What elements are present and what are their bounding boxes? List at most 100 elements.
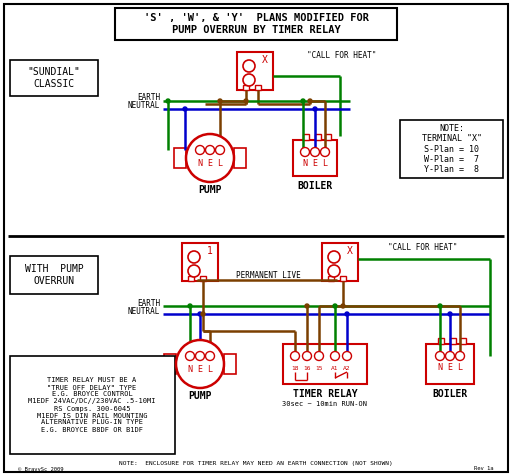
Bar: [10, 256, 98, 294]
Text: WITH  PUMP
OVERRUN: WITH PUMP OVERRUN: [25, 264, 83, 286]
Text: NOTE:
TERMINAL "X"
S-Plan = 10
W-Plan =  7
Y-Plan =  8: NOTE: TERMINAL "X" S-Plan = 10 W-Plan = …: [422, 124, 482, 174]
Circle shape: [303, 351, 311, 360]
Text: NEUTRAL: NEUTRAL: [127, 307, 160, 316]
Text: Rev 1a: Rev 1a: [475, 466, 494, 472]
Circle shape: [243, 74, 255, 86]
Circle shape: [290, 351, 300, 360]
Circle shape: [188, 251, 200, 263]
Circle shape: [328, 251, 340, 263]
Bar: [438, 338, 444, 344]
Circle shape: [301, 99, 305, 103]
Text: PUMP: PUMP: [198, 185, 222, 195]
Circle shape: [243, 60, 255, 72]
Text: E: E: [312, 159, 317, 168]
Text: N: N: [437, 364, 442, 373]
Text: A2: A2: [343, 366, 351, 370]
Circle shape: [188, 304, 192, 308]
Circle shape: [445, 351, 455, 360]
Bar: [328, 276, 334, 281]
Text: N: N: [303, 159, 308, 168]
Bar: [200, 276, 206, 281]
Bar: [322, 243, 358, 281]
Circle shape: [436, 351, 444, 360]
Bar: [293, 140, 337, 176]
Circle shape: [343, 351, 352, 360]
Text: 1: 1: [207, 246, 213, 256]
Bar: [234, 148, 246, 168]
Circle shape: [341, 304, 345, 308]
Circle shape: [244, 99, 248, 103]
Circle shape: [328, 265, 340, 277]
Bar: [224, 354, 236, 374]
Circle shape: [188, 265, 200, 277]
Circle shape: [448, 312, 452, 316]
Circle shape: [331, 351, 339, 360]
Text: "SUNDIAL"
CLASSIC: "SUNDIAL" CLASSIC: [28, 67, 80, 89]
Text: X: X: [347, 246, 353, 256]
Bar: [325, 134, 331, 140]
Circle shape: [321, 148, 330, 157]
Circle shape: [308, 99, 312, 103]
Text: EARTH: EARTH: [137, 93, 160, 102]
Circle shape: [166, 99, 170, 103]
Circle shape: [333, 304, 337, 308]
Bar: [115, 8, 397, 40]
Bar: [10, 60, 98, 96]
Text: TIMER RELAY MUST BE A
"TRUE OFF DELAY" TYPE
E.G. BROYCE CONTROL
M1EDF 24VAC/DC//: TIMER RELAY MUST BE A "TRUE OFF DELAY" T…: [28, 377, 156, 433]
Text: 30sec ~ 10min RUN-ON: 30sec ~ 10min RUN-ON: [283, 401, 368, 407]
Bar: [460, 338, 466, 344]
Text: L: L: [218, 159, 223, 168]
Text: EARTH: EARTH: [137, 298, 160, 307]
Text: NOTE:  ENCLOSURE FOR TIMER RELAY MAY NEED AN EARTH CONNECTION (NOT SHOWN): NOTE: ENCLOSURE FOR TIMER RELAY MAY NEED…: [119, 462, 393, 466]
Text: L: L: [323, 159, 328, 168]
Bar: [340, 276, 346, 281]
Text: 15: 15: [315, 366, 323, 370]
Circle shape: [196, 351, 204, 360]
Circle shape: [205, 351, 215, 360]
Circle shape: [186, 134, 234, 182]
Bar: [450, 338, 456, 344]
Circle shape: [456, 351, 464, 360]
Circle shape: [196, 146, 204, 155]
Text: NEUTRAL: NEUTRAL: [127, 101, 160, 110]
Bar: [303, 134, 309, 140]
Bar: [164, 354, 176, 374]
Circle shape: [313, 107, 317, 111]
Text: 16: 16: [303, 366, 311, 370]
Text: 18: 18: [291, 366, 298, 370]
Bar: [400, 120, 503, 178]
Text: A1: A1: [331, 366, 339, 370]
Circle shape: [345, 312, 349, 316]
Circle shape: [183, 107, 187, 111]
Text: N: N: [198, 159, 203, 168]
Text: BOILER: BOILER: [432, 389, 467, 399]
Circle shape: [438, 304, 442, 308]
Text: © BravySc 2009: © BravySc 2009: [18, 466, 63, 472]
Circle shape: [198, 312, 202, 316]
Bar: [10, 356, 175, 454]
Bar: [174, 148, 186, 168]
Text: TIMER RELAY: TIMER RELAY: [293, 389, 357, 399]
Circle shape: [310, 148, 319, 157]
Bar: [283, 344, 367, 384]
Text: "CALL FOR HEAT": "CALL FOR HEAT": [388, 242, 457, 251]
Circle shape: [185, 351, 195, 360]
Bar: [182, 243, 218, 281]
Text: PUMP OVERRUN BY TIMER RELAY: PUMP OVERRUN BY TIMER RELAY: [172, 25, 340, 35]
Bar: [188, 276, 194, 281]
Circle shape: [314, 351, 324, 360]
Circle shape: [216, 146, 224, 155]
Bar: [255, 85, 261, 90]
Text: E: E: [207, 159, 212, 168]
Text: N: N: [187, 365, 193, 374]
Text: L: L: [458, 364, 462, 373]
Circle shape: [201, 312, 205, 316]
Text: L: L: [207, 365, 212, 374]
Bar: [237, 52, 273, 90]
Text: E: E: [198, 365, 203, 374]
Circle shape: [176, 340, 224, 388]
Text: PUMP: PUMP: [188, 391, 212, 401]
Circle shape: [305, 304, 309, 308]
Text: X: X: [262, 55, 268, 65]
Text: "CALL FOR HEAT": "CALL FOR HEAT": [307, 51, 376, 60]
